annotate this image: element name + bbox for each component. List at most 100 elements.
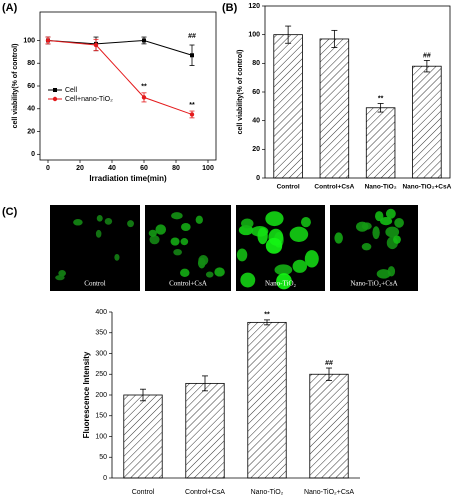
y-tick-label: 60 <box>27 83 35 90</box>
cell <box>96 215 103 222</box>
y-tick-label: 250 <box>95 371 107 378</box>
cell <box>289 226 309 242</box>
cell <box>170 237 180 246</box>
error-bar <box>202 375 208 392</box>
y-axis-label: cell viability(% of control) <box>12 44 19 129</box>
error-bar <box>423 60 430 73</box>
x-tick-label: Nano-TiO₂+CsA <box>304 489 354 496</box>
cell <box>393 235 401 244</box>
cell <box>276 273 292 290</box>
cell <box>236 248 248 262</box>
micrograph-label: Control+CsA <box>169 280 207 288</box>
point <box>142 38 146 43</box>
cell <box>205 271 214 278</box>
y-tick-label: 350 <box>95 330 107 337</box>
annotation: ** <box>189 102 195 109</box>
cell <box>385 226 400 238</box>
x-tick-label: Nano-TiO₂ <box>365 184 397 191</box>
y-axis-label: Fluorescence Intensity <box>82 351 91 438</box>
cell <box>198 255 209 266</box>
cell <box>195 215 203 224</box>
bar <box>309 373 349 479</box>
error-bar <box>326 367 332 381</box>
cell <box>181 222 191 231</box>
bar <box>319 38 350 179</box>
cell <box>73 218 83 226</box>
y-tick-label: 120 <box>248 3 260 10</box>
x-tick-label: Control+CsA <box>314 184 354 191</box>
cell <box>394 217 404 228</box>
cell <box>55 274 65 281</box>
point <box>93 42 99 48</box>
cell <box>274 264 293 276</box>
plot-frame <box>264 5 451 179</box>
point <box>189 112 195 117</box>
cell <box>380 216 393 226</box>
bar <box>185 382 225 479</box>
cell <box>376 269 391 279</box>
y-tick-label: 400 <box>95 309 107 316</box>
point <box>45 38 51 43</box>
cell <box>265 237 283 254</box>
error-bar <box>285 25 292 44</box>
cell <box>240 272 256 288</box>
bar <box>412 65 442 179</box>
y-tick-label: 40 <box>27 106 35 113</box>
y-tick-label: 80 <box>252 60 260 67</box>
x-tick-label: 20 <box>76 165 84 172</box>
y-tick-label: 300 <box>95 350 107 357</box>
y-tick-label: 100 <box>95 433 107 440</box>
y-tick-label: 150 <box>95 413 107 420</box>
micrograph-label: Control <box>84 280 105 288</box>
micrograph <box>145 205 231 291</box>
annotation: ** <box>264 312 270 319</box>
x-tick-label: Control+CsA <box>185 489 225 496</box>
plot-frame <box>39 11 217 161</box>
y-tick-label: 60 <box>252 89 260 96</box>
micrograph-label: Nano-TiO₂+CsA <box>350 280 397 288</box>
cell <box>214 267 225 277</box>
cell <box>155 224 167 235</box>
error-bar <box>377 103 384 113</box>
micrographs: Control Control+CsA Nano-TiO₂ Nano-TiO₂+CsA <box>50 205 418 291</box>
bar <box>365 107 396 179</box>
point <box>141 95 147 100</box>
cell <box>304 250 319 268</box>
x-tick-label: Nano-TiO₂+CsA <box>402 184 451 191</box>
error-bar <box>331 29 338 48</box>
x-tick-label: Control <box>277 184 300 191</box>
legend-marker <box>53 88 57 92</box>
annotation: ## <box>423 52 431 59</box>
cell <box>361 243 372 251</box>
cell <box>127 220 134 228</box>
y-tick-label: 0 <box>103 475 107 482</box>
x-tick-label: Nano-TiO₂ <box>251 489 284 496</box>
bar <box>247 321 287 479</box>
bar <box>273 34 303 179</box>
micrograph-label: Nano-TiO₂ <box>265 280 297 288</box>
cell <box>180 268 190 277</box>
panel-label: (C) <box>2 206 18 218</box>
x-tick-label: 100 <box>202 165 214 172</box>
y-tick-label: 200 <box>95 392 107 399</box>
cell <box>173 248 182 256</box>
y-tick-label: 20 <box>27 128 35 135</box>
cell <box>171 212 183 220</box>
panel-label: (A) <box>2 2 18 14</box>
cell <box>257 227 268 245</box>
annotation: ## <box>325 360 333 367</box>
y-tick-label: 0 <box>256 175 260 182</box>
y-tick-label: 20 <box>252 146 260 153</box>
panel-label: (B) <box>222 2 238 14</box>
legend-label: Cell+nano-TiO₂ <box>65 96 113 103</box>
cell <box>241 218 254 229</box>
y-axis-label: cell viability(% of control) <box>237 50 244 135</box>
y-tick-label: 50 <box>99 454 107 461</box>
cell <box>334 232 343 244</box>
cell <box>292 259 308 273</box>
cell <box>265 211 284 227</box>
x-tick-label: 60 <box>140 165 148 172</box>
y-tick-label: 100 <box>23 37 35 44</box>
bar <box>123 394 163 479</box>
cell <box>149 235 160 245</box>
